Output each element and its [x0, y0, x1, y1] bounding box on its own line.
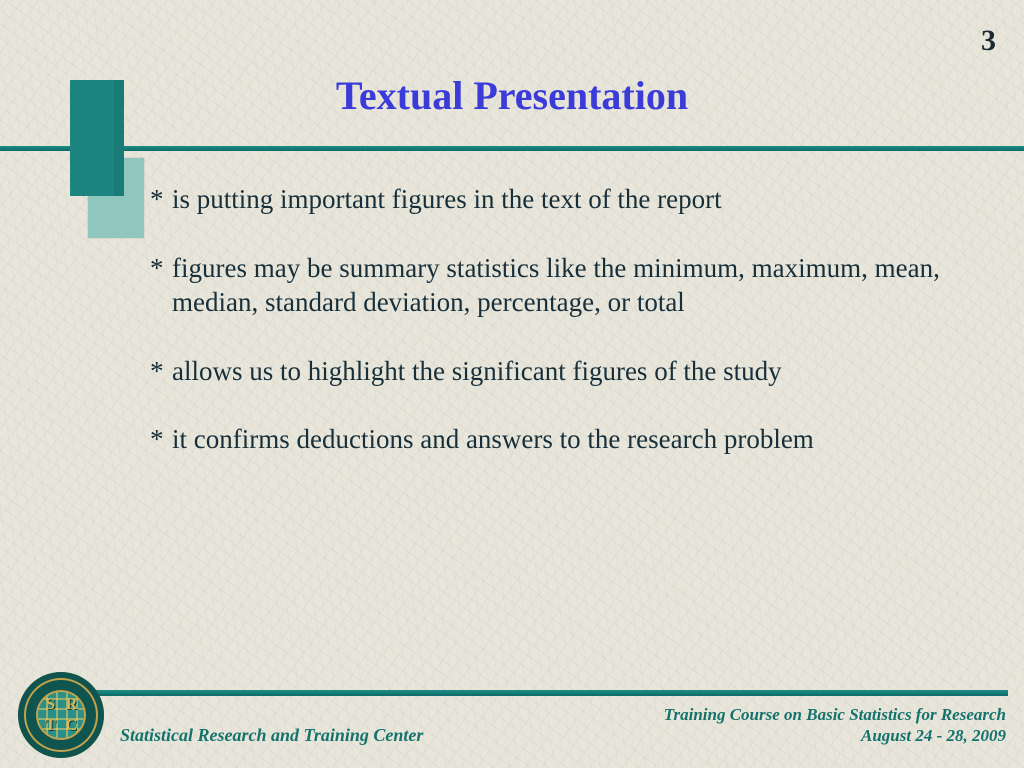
logo-letter: R — [66, 696, 78, 714]
bullet-item: *allows us to highlight the significant … — [150, 354, 964, 389]
footer-right-line1: Training Course on Basic Statistics for … — [664, 704, 1006, 725]
bottom-divider — [30, 690, 1008, 696]
logo-letter: T — [45, 717, 56, 735]
logo-letter: C — [66, 717, 78, 735]
bullet-text: is putting important figures in the text… — [172, 182, 722, 217]
bullet-text: figures may be summary statistics like t… — [172, 251, 964, 320]
content-area: *is putting important figures in the tex… — [150, 182, 964, 491]
bullet-item: *is putting important figures in the tex… — [150, 182, 964, 217]
top-divider — [0, 146, 1024, 151]
footer: Statistical Research and Training Center… — [120, 704, 1006, 747]
decor-block-front — [70, 80, 124, 196]
org-logo: S R T C — [18, 672, 104, 758]
slide-title: Textual Presentation — [0, 0, 1024, 119]
page-number: 3 — [981, 24, 996, 58]
footer-right: Training Course on Basic Statistics for … — [664, 704, 1006, 747]
bullet-text: allows us to highlight the significant f… — [172, 354, 782, 389]
logo-letter: S — [46, 696, 55, 714]
footer-left: Statistical Research and Training Center — [120, 725, 423, 746]
bullet-item: *it confirms deductions and answers to t… — [150, 422, 964, 457]
bullet-item: *figures may be summary statistics like … — [150, 251, 964, 320]
bullet-text: it confirms deductions and answers to th… — [172, 422, 814, 457]
footer-right-line2: August 24 - 28, 2009 — [664, 725, 1006, 746]
